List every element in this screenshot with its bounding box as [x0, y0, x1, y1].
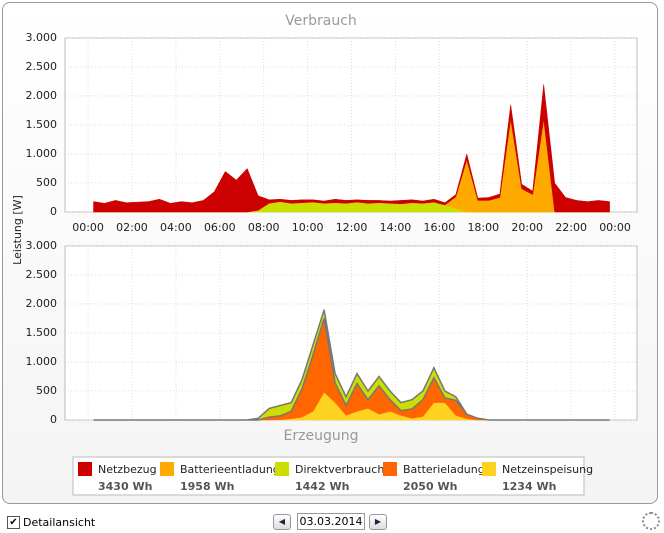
- legend-swatch: [275, 462, 289, 476]
- x-tick-label: 20:00: [511, 221, 543, 234]
- legend-swatch: [482, 462, 496, 476]
- area: [93, 309, 610, 421]
- legend-total: 1958 Wh: [180, 480, 234, 493]
- y-tick-label: 3.000: [26, 31, 58, 44]
- legend-total: 1442 Wh: [295, 480, 349, 493]
- chart-title: Verbrauch: [285, 13, 357, 29]
- legend-label: Direktverbrauch: [295, 463, 384, 476]
- legend-box: [72, 456, 585, 496]
- y-tick-label: 2.000: [26, 297, 58, 310]
- legend-swatch: [383, 462, 397, 476]
- y-tick-label: 1.500: [26, 118, 58, 131]
- x-tick-label: 12:00: [336, 221, 368, 234]
- x-tick-label: 10:00: [292, 221, 324, 234]
- next-button[interactable]: ▶: [369, 514, 387, 530]
- legend-total: 1234 Wh: [502, 480, 556, 493]
- y-tick-label: 500: [36, 176, 57, 189]
- legend-swatch: [160, 462, 174, 476]
- x-tick-label: 00:00: [599, 221, 631, 234]
- legend-label: Batterieentladung: [180, 463, 280, 476]
- x-tick-label: 08:00: [248, 221, 280, 234]
- x-tick-label: 16:00: [424, 221, 456, 234]
- area: [93, 84, 610, 213]
- legend-label: Netzbezug: [98, 463, 157, 476]
- prev-button[interactable]: ◀: [273, 514, 291, 530]
- checkbox[interactable]: ✔: [7, 516, 20, 529]
- y-tick-label: 3.000: [26, 239, 58, 252]
- y-tick-label: 1.000: [26, 355, 58, 368]
- x-tick-label: 06:00: [204, 221, 236, 234]
- date-field[interactable]: 03.03.2014: [297, 513, 365, 530]
- y-tick-label: 1.500: [26, 326, 58, 339]
- y-tick-label: 500: [36, 384, 57, 397]
- legend-total: 3430 Wh: [98, 480, 152, 493]
- settings-icon[interactable]: [642, 512, 660, 530]
- y-tick-label: 2.500: [26, 60, 58, 73]
- legend-label: Batterieladung: [403, 463, 485, 476]
- legend-label: Netzeinspeisung: [502, 463, 593, 476]
- x-tick-label: 14:00: [380, 221, 412, 234]
- y-tick-label: 0: [50, 413, 57, 426]
- y-tick-label: 1.000: [26, 147, 58, 160]
- y-tick-label: 2.000: [26, 89, 58, 102]
- legend-swatch: [78, 462, 92, 476]
- x-tick-label: 00:00: [72, 221, 104, 234]
- chart: Verbrauch Erzeugung Leistung [W] 0 500 1.0…: [11, 13, 638, 496]
- y-tick-label: 2.500: [26, 268, 58, 281]
- x-tick-label: 18:00: [467, 221, 499, 234]
- y-tick-label: 0: [50, 205, 57, 218]
- chart-title: Erzeugung: [284, 428, 359, 444]
- x-tick-label: 22:00: [555, 221, 587, 234]
- x-tick-label: 04:00: [160, 221, 192, 234]
- legend-total: 2050 Wh: [403, 480, 457, 493]
- checkbox-label[interactable]: Detailansicht: [23, 516, 96, 529]
- y-axis-label: Leistung [W]: [11, 195, 24, 265]
- toolbar: ✔ Detailansicht ◀ 03.03.2014 ▶: [0, 508, 664, 533]
- x-tick-label: 02:00: [116, 221, 148, 234]
